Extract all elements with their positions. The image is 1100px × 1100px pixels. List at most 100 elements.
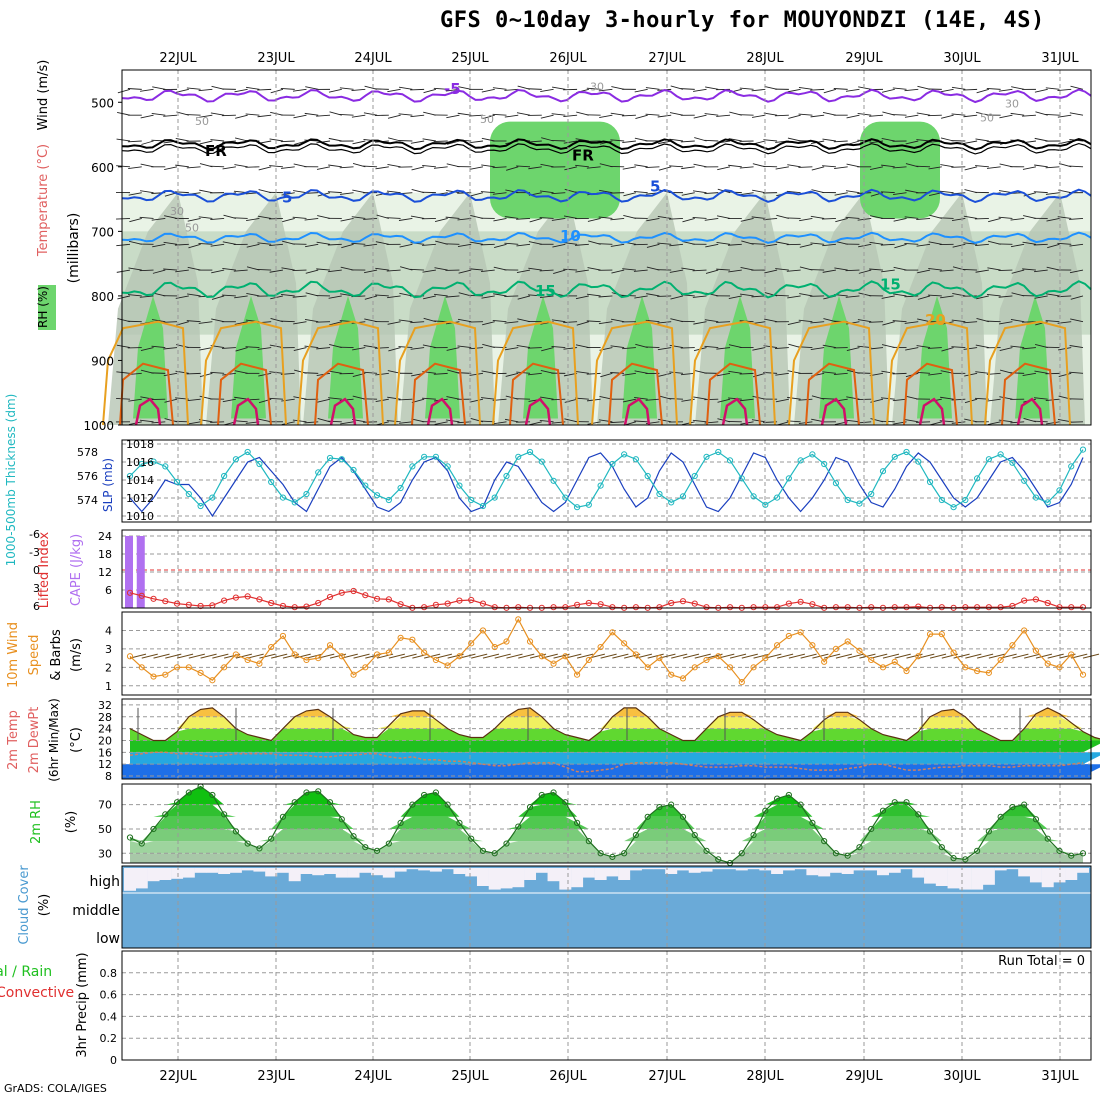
rh2m-line-marker bbox=[362, 844, 369, 851]
wind-barb bbox=[869, 321, 884, 323]
wind-barb bbox=[917, 295, 931, 300]
high-cloud-bar bbox=[512, 868, 525, 888]
wind-barb bbox=[339, 114, 354, 116]
wind-barb bbox=[339, 192, 354, 195]
wind-barb bbox=[917, 318, 931, 323]
wind-barb bbox=[222, 398, 236, 403]
wind-barb bbox=[1011, 86, 1025, 90]
high-cloud-bar bbox=[335, 868, 348, 878]
surface-wind-barb bbox=[976, 653, 994, 659]
wind-ylabel-3: & Barbs bbox=[49, 629, 64, 681]
wind-speed-line-marker bbox=[809, 642, 816, 649]
wind-barb bbox=[339, 166, 354, 169]
wind-barb bbox=[586, 87, 601, 90]
wind-barb bbox=[916, 371, 931, 374]
wind-barb bbox=[187, 266, 201, 271]
wind-barb bbox=[621, 114, 636, 117]
wind-barb bbox=[504, 347, 519, 351]
precip-tick-label: 0.2 bbox=[100, 1032, 118, 1045]
precip-tick-label: 0.6 bbox=[100, 989, 118, 1002]
wind-barb bbox=[610, 243, 625, 247]
wind-barb bbox=[764, 269, 778, 274]
slp-frame bbox=[121, 439, 1092, 523]
wind-barb bbox=[845, 419, 860, 423]
wind-barb bbox=[492, 113, 507, 116]
wind-barb bbox=[988, 218, 1001, 223]
wind-barb bbox=[892, 372, 907, 375]
li-line-marker bbox=[562, 604, 569, 611]
wind-barb bbox=[681, 166, 695, 170]
wind-barb bbox=[305, 269, 319, 274]
wind-barb bbox=[798, 113, 813, 116]
wind-barb bbox=[210, 112, 225, 116]
wind-barb bbox=[492, 319, 507, 323]
wind-barb bbox=[1069, 269, 1084, 274]
wind-speed-line-marker bbox=[891, 658, 898, 665]
wind-barb bbox=[506, 166, 519, 171]
wind-barb bbox=[316, 114, 331, 117]
wind-barb bbox=[505, 372, 519, 377]
wind-barb bbox=[246, 243, 260, 248]
wind-barb bbox=[469, 241, 484, 245]
li-line-marker bbox=[668, 599, 675, 607]
wind-barb bbox=[480, 243, 495, 246]
wind-speed-line-marker bbox=[503, 638, 510, 645]
wind-barb bbox=[493, 421, 507, 425]
temp-tick-label: 12 bbox=[98, 758, 112, 771]
wind-barb bbox=[963, 269, 978, 271]
wind-barb bbox=[433, 140, 448, 143]
rh2m-line-marker bbox=[162, 811, 169, 818]
wind-tick-label: 2 bbox=[105, 661, 112, 674]
thickness-line-marker bbox=[656, 490, 663, 498]
wind-barb bbox=[398, 319, 413, 323]
wind-speed-line-marker bbox=[385, 649, 392, 656]
wind-speed-line-marker bbox=[550, 660, 557, 667]
cloud-unit: (%) bbox=[37, 894, 52, 917]
isotherm-15 bbox=[121, 280, 1092, 299]
rh2m-line-marker bbox=[609, 853, 616, 861]
wind-barb bbox=[469, 114, 483, 117]
wind-barb bbox=[904, 88, 919, 92]
high-cloud-bar bbox=[924, 868, 937, 884]
wind-barb bbox=[422, 397, 436, 400]
li-line-marker bbox=[268, 599, 275, 607]
high-cloud-bar bbox=[253, 868, 266, 872]
wind-barb bbox=[845, 295, 860, 298]
temp-ylabel-1: 2m Temp bbox=[6, 710, 21, 770]
isotherm-25 bbox=[314, 362, 369, 426]
isotherm-label: 10 bbox=[560, 227, 581, 245]
wind-barb bbox=[551, 319, 566, 323]
surface-wind-barb bbox=[729, 653, 747, 659]
thickness-line-marker bbox=[609, 460, 616, 468]
top-date-label: 23JUL bbox=[257, 51, 295, 66]
li-line-marker bbox=[150, 595, 157, 602]
wind-barb bbox=[152, 243, 166, 248]
wind-barb bbox=[928, 166, 942, 170]
thickness-line-marker bbox=[915, 458, 922, 465]
wind-barb bbox=[1022, 241, 1037, 245]
rh-contour-label: 30 bbox=[170, 205, 184, 218]
wind-barb bbox=[669, 138, 684, 142]
thickness-line-marker bbox=[468, 496, 475, 504]
surface-wind-barb bbox=[824, 653, 841, 659]
wind-barb bbox=[728, 164, 742, 168]
wind-barb bbox=[927, 294, 942, 297]
wind-barb bbox=[822, 344, 837, 348]
wind-barb bbox=[975, 269, 989, 273]
rh-band bbox=[130, 786, 1083, 805]
wind-barb bbox=[1070, 318, 1084, 323]
wind-barb bbox=[669, 243, 684, 247]
rh2m-line-marker bbox=[515, 823, 522, 830]
surface-wind-barb bbox=[988, 653, 1005, 659]
thickness-line-marker bbox=[621, 451, 628, 458]
thickness-line-marker bbox=[938, 496, 945, 504]
wind-barb bbox=[328, 164, 342, 168]
wind-barb bbox=[245, 346, 260, 348]
wind-barb bbox=[951, 192, 966, 195]
rh-contour-label: 50 bbox=[980, 112, 994, 125]
rh2m-line-marker bbox=[385, 840, 392, 847]
high-cloud-bar bbox=[218, 868, 231, 874]
wind-barb bbox=[1045, 320, 1060, 323]
wind-barb bbox=[775, 268, 789, 271]
wind-tick-label: 4 bbox=[105, 624, 112, 637]
